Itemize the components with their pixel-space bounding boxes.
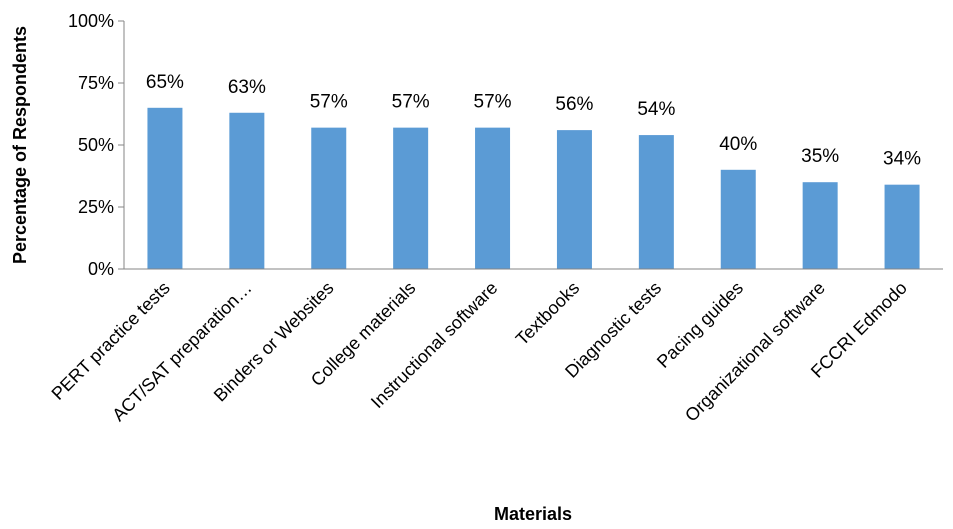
- bar: [802, 182, 838, 269]
- bar-value-label: 40%: [719, 134, 757, 155]
- bar-value-label: 57%: [310, 92, 348, 113]
- bar: [884, 184, 920, 269]
- bar: [475, 127, 511, 269]
- x-axis-title: Materials: [494, 504, 572, 524]
- x-category-label: Pacing guides: [653, 278, 747, 372]
- y-tick-label: 75%: [78, 73, 114, 93]
- y-axis-title: Percentage of Respondents: [10, 26, 30, 264]
- bar-value-label: 57%: [474, 92, 512, 113]
- y-tick-label: 50%: [78, 135, 114, 155]
- bar-value-label: 65%: [146, 72, 184, 93]
- x-category-label: ACT/SAT preparation…: [108, 278, 255, 425]
- bars: [147, 107, 920, 269]
- x-category-label: Textbooks: [512, 278, 583, 349]
- bar-value-label: 35%: [801, 146, 839, 167]
- data-labels: 65% 63% 57% 57% 57% 56% 54% 40% 35% 34%: [146, 72, 921, 170]
- bar: [147, 107, 183, 269]
- x-category-label: Organizational software: [681, 278, 829, 426]
- bar: [720, 169, 756, 269]
- bar: [311, 127, 347, 269]
- bar: [556, 130, 592, 269]
- y-tick-label: 25%: [78, 197, 114, 217]
- y-axis-ticks: 0% 25% 50% 75% 100%: [68, 11, 124, 279]
- bar: [393, 127, 429, 269]
- bar-value-label: 54%: [637, 99, 675, 120]
- bar-value-label: 57%: [392, 92, 430, 113]
- bar-value-label: 56%: [555, 94, 593, 115]
- bar-value-label: 34%: [883, 149, 921, 170]
- bar-value-label: 63%: [228, 77, 266, 98]
- bar: [638, 135, 674, 269]
- bar: [229, 112, 265, 269]
- y-tick-label: 100%: [68, 11, 114, 31]
- y-tick-label: 0%: [88, 259, 114, 279]
